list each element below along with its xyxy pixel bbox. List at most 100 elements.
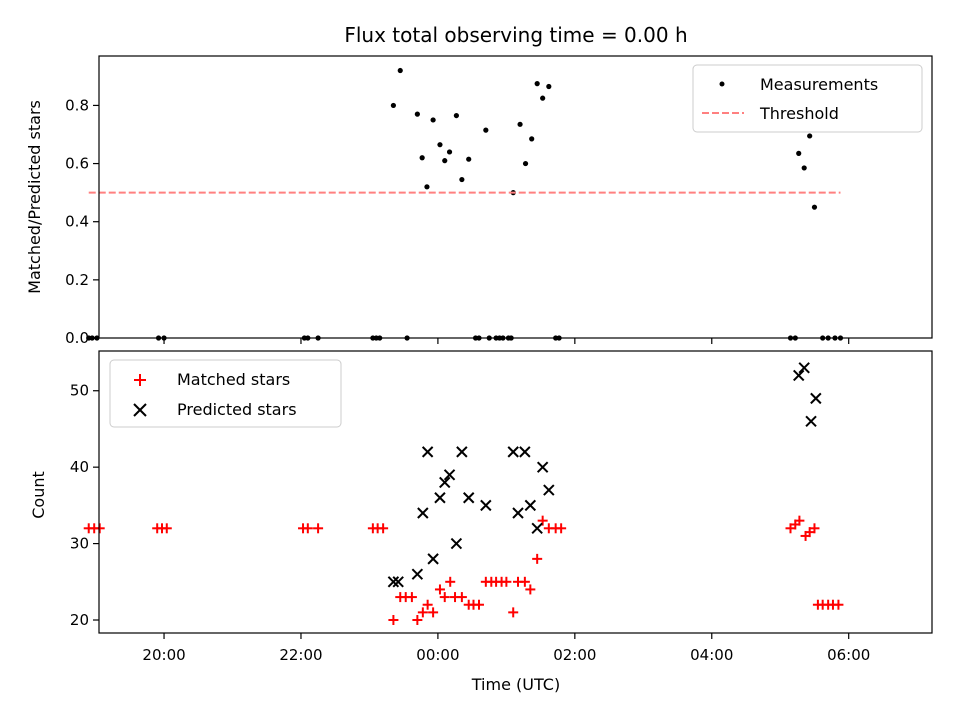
matched-star-point — [473, 599, 484, 610]
matched-star-point — [313, 523, 324, 534]
measurement-point — [459, 176, 465, 183]
matched-star-point — [161, 523, 172, 534]
matched-star-point — [417, 607, 428, 618]
predicted-star-point — [543, 484, 555, 496]
legend-threshold-label: Threshold — [759, 104, 839, 123]
matched-star-point — [508, 607, 519, 618]
measurement-point — [796, 150, 802, 156]
x-axis-label: Time (UTC) — [471, 675, 560, 694]
ratio-panel: Matched/Predicted stars 0.00.20.40.60.8 … — [25, 55, 933, 347]
measurement-point — [437, 142, 443, 148]
predicted-star-point — [450, 537, 463, 550]
predicted-star-point — [392, 576, 404, 588]
matched-star-point — [388, 615, 399, 626]
predicted-star-point — [507, 446, 519, 458]
measurement-point — [453, 112, 459, 119]
predicted-star-point — [798, 362, 810, 374]
count-ytick-label: 20 — [70, 611, 89, 629]
measurement-point — [801, 165, 807, 171]
predicted-star-point — [411, 568, 424, 580]
matched-star-point — [412, 615, 423, 626]
predicted-star-point — [439, 476, 451, 489]
matched-star-point — [422, 599, 433, 610]
matched-star-point — [428, 607, 439, 618]
count-plot-area — [83, 362, 844, 626]
measurement-point — [529, 136, 535, 142]
legend-measurements-marker — [719, 81, 725, 87]
measurement-point — [89, 335, 95, 341]
measurement-point — [94, 335, 100, 341]
predicted-star-point — [443, 469, 456, 481]
predicted-star-point — [793, 369, 805, 382]
count-panel: Count 20 30 40 50 20:00 22:00 00:00 02:00 04:00… — [29, 350, 933, 694]
predicted-star-point — [519, 446, 531, 458]
measurement-point — [522, 160, 529, 167]
measurement-point — [446, 149, 453, 155]
ratio-legend-box — [692, 64, 923, 133]
matched-star-point — [94, 523, 105, 534]
measurement-point — [811, 204, 818, 210]
matched-star-point — [378, 523, 389, 534]
matched-star-point — [525, 584, 536, 595]
predicted-star-point — [456, 446, 468, 458]
legend-predicted-marker — [133, 403, 147, 417]
legend-matched-label: Matched stars — [177, 370, 290, 389]
predicted-star-point — [417, 507, 429, 519]
ratio-legend: Measurements Threshold — [692, 64, 923, 133]
count-x-ticks: 20:00 22:00 00:00 02:00 04:00 06:00 — [142, 633, 870, 664]
measurement-point — [414, 111, 420, 117]
predicted-star-point — [524, 499, 537, 512]
matched-star-point — [532, 553, 543, 564]
matched-star-point — [809, 523, 820, 534]
count-ytick-label: 40 — [70, 458, 89, 476]
ratio-ytick-label: 0.0 — [65, 329, 89, 347]
matched-star-point — [794, 515, 805, 526]
xtick-label: 06:00 — [827, 646, 870, 664]
ratio-ytick-label: 0.6 — [65, 155, 89, 173]
measurement-point — [397, 67, 403, 74]
ratio-ytick-label: 0.2 — [65, 271, 89, 289]
measurement-point — [390, 102, 397, 109]
count-y-ticks: 20 30 40 50 — [70, 382, 99, 629]
ratio-ytick-label: 0.8 — [65, 96, 89, 114]
count-legend-box — [109, 359, 342, 428]
measurement-point — [540, 95, 546, 101]
predicted-star-point — [512, 507, 524, 519]
predicted-star-point — [480, 499, 492, 512]
xtick-label: 22:00 — [279, 646, 322, 664]
matched-star-point — [406, 592, 417, 603]
matched-star-point — [556, 523, 567, 534]
matched-star-point — [501, 576, 512, 587]
predicted-star-point — [463, 492, 475, 504]
predicted-star-point — [531, 522, 543, 535]
matched-star-point — [439, 592, 450, 603]
legend-matched-marker — [134, 374, 146, 386]
matched-star-point — [302, 523, 313, 534]
measurement-point — [442, 158, 448, 164]
count-axes-frame — [98, 350, 933, 634]
measurement-point — [419, 155, 425, 161]
count-ytick-label: 30 — [70, 535, 89, 553]
ratio-ytick-label: 0.4 — [65, 213, 89, 231]
predicted-star-point — [536, 461, 549, 473]
ratio-y-ticks: 0.0 0.2 0.4 0.6 0.8 — [65, 96, 99, 347]
predicted-star-point — [387, 576, 400, 588]
legend-measurements-label: Measurements — [760, 75, 878, 94]
predicted-star-point — [421, 446, 434, 458]
chart-title: Flux total observing time = 0.00 h — [344, 23, 687, 47]
matched-star-point — [445, 576, 456, 587]
count-ytick-label: 50 — [70, 382, 89, 400]
measurement-point — [546, 83, 552, 90]
measurement-point — [534, 81, 540, 87]
predicted-star-point — [810, 392, 822, 405]
predicted-star-point — [434, 492, 446, 504]
measurement-point — [483, 127, 489, 133]
legend-predicted-label: Predicted stars — [177, 400, 297, 419]
xtick-label: 20:00 — [142, 646, 185, 664]
ratio-ylabel: Matched/Predicted stars — [25, 100, 44, 294]
predicted-star-point — [427, 553, 439, 565]
count-legend: Matched stars Predicted stars — [109, 359, 342, 428]
measurement-point — [430, 117, 436, 123]
count-ylabel: Count — [29, 471, 48, 519]
